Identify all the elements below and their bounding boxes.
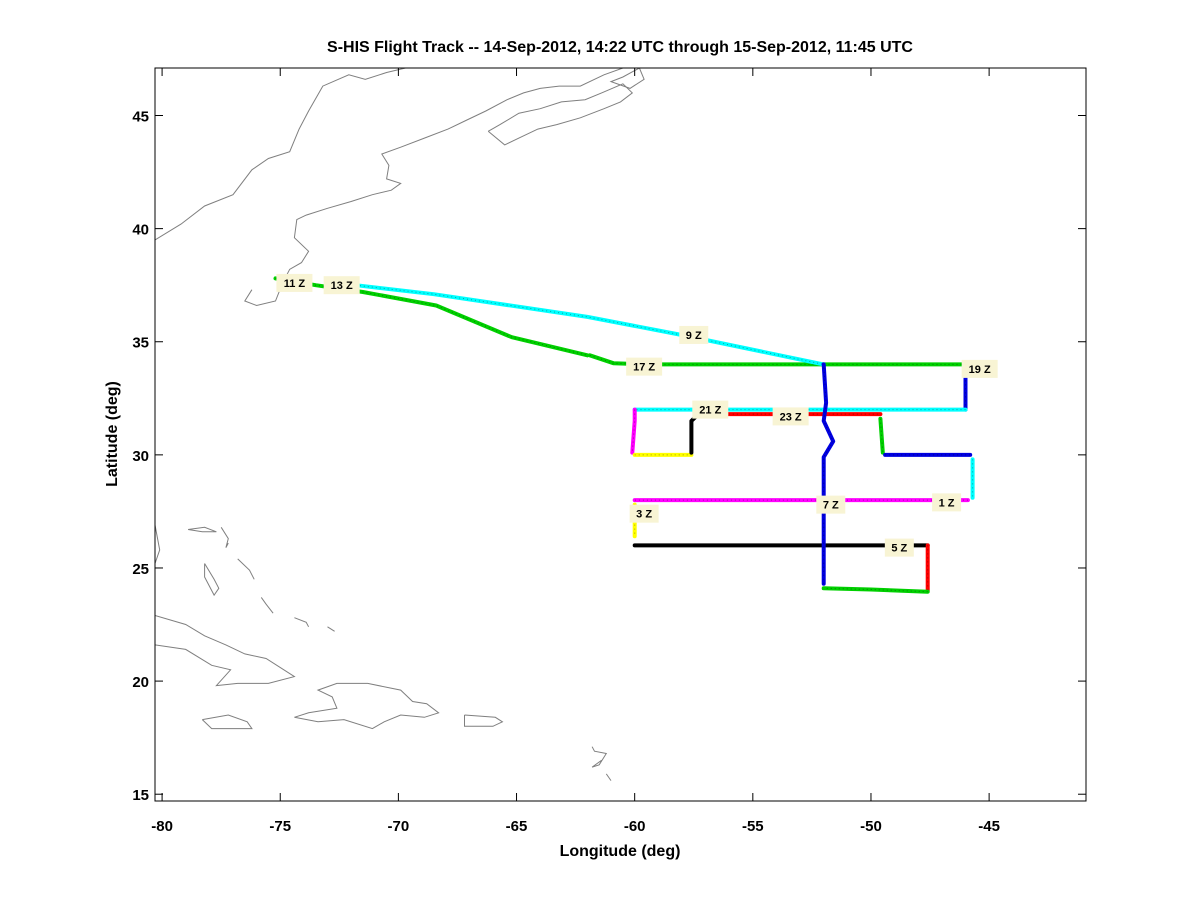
- coastline-10: [294, 617, 310, 628]
- hour-label-text: 13 Z: [331, 280, 353, 292]
- x-tick-label: -75: [269, 818, 291, 835]
- hour-label-text: 23 Z: [780, 411, 802, 423]
- hour-label-box: [629, 504, 659, 523]
- hour-label: 21 Z: [692, 400, 729, 419]
- hour-label: 23 Z: [772, 407, 809, 426]
- axes-box: [154, 67, 1087, 802]
- hour-label: 7 Z: [816, 495, 846, 514]
- hour-label-text: 1 Z: [939, 497, 955, 509]
- coastline-2: [487, 83, 634, 146]
- coastline-3: [609, 68, 645, 89]
- hour-label-text: 21 Z: [699, 405, 721, 417]
- hour-label-box: [626, 357, 663, 376]
- hour-label-box: [692, 400, 729, 419]
- y-tick-label: 35: [132, 335, 149, 352]
- x-tick-label: -45: [978, 818, 1000, 835]
- y-tick-label: 25: [132, 561, 149, 578]
- y-tick-label: 15: [132, 787, 149, 804]
- x-tick-label: -60: [624, 818, 646, 835]
- coastline-15: [464, 714, 504, 727]
- x-tick-label: -70: [388, 818, 410, 835]
- y-tick-label: 30: [132, 448, 149, 465]
- hour-label: 5 Z: [884, 538, 914, 557]
- track-segment-16: [821, 586, 930, 594]
- coastline-6: [220, 527, 229, 548]
- hour-label-box: [323, 276, 360, 295]
- coastline-4: [155, 524, 161, 564]
- hour-label-box: [932, 493, 962, 512]
- hour-label: 1 Z: [932, 493, 962, 512]
- coastline-9: [260, 597, 274, 614]
- hour-label-box: [772, 407, 809, 426]
- track-segment-dots-2: [355, 284, 824, 365]
- x-axis-ticks: -80 -75 -70 -65 -60 -55 -50 -45: [151, 68, 1000, 835]
- coastline-1: [244, 68, 624, 307]
- hour-label-text: 11 Z: [284, 278, 306, 290]
- hour-label-text: 7 Z: [823, 500, 839, 512]
- coastline-17: [605, 773, 612, 781]
- hour-label-box: [961, 359, 998, 378]
- coastline-12: [155, 615, 296, 687]
- coastline-7: [204, 563, 220, 597]
- y-axis-label: Latitude (deg): [104, 381, 121, 487]
- chart-title: S-HIS Flight Track -- 14-Sep-2012, 14:22…: [327, 39, 913, 56]
- track-segment-17: [821, 362, 836, 586]
- hour-label-box: [679, 325, 709, 344]
- coastline-5: [188, 526, 217, 533]
- hour-label: 9 Z: [679, 325, 709, 344]
- hour-label-text: 17 Z: [633, 362, 655, 374]
- x-tick-label: -80: [151, 818, 173, 835]
- hour-label: 3 Z: [629, 504, 659, 523]
- x-tick-label: -65: [506, 818, 528, 835]
- hour-label: 11 Z: [276, 273, 313, 292]
- hour-label: 19 Z: [961, 359, 998, 378]
- x-tick-label: -50: [860, 818, 882, 835]
- hour-label-text: 19 Z: [969, 364, 991, 376]
- track-segment-2: [353, 283, 826, 367]
- coastline-11: [327, 626, 335, 632]
- track-segment-dots-9: [879, 418, 884, 453]
- track-segment-dots-5: [631, 409, 636, 453]
- y-axis-ticks: 15 20 25 30 35 40 45: [132, 109, 1086, 804]
- hour-label-box: [816, 495, 846, 514]
- hour-label: 17 Z: [626, 357, 663, 376]
- track-segment-dots-16: [823, 587, 928, 593]
- coastline-14: [294, 682, 440, 730]
- track-segment-9: [878, 416, 885, 455]
- y-tick-label: 45: [132, 109, 149, 126]
- coastline-16: [591, 746, 608, 768]
- track-segment-5: [630, 407, 637, 455]
- hour-label-text: 3 Z: [636, 509, 652, 521]
- coastline-13: [201, 714, 253, 730]
- hour-label: 13 Z: [323, 276, 360, 295]
- hour-label-box: [884, 538, 914, 557]
- y-tick-label: 20: [132, 674, 149, 691]
- coastline-0: [155, 68, 406, 241]
- hour-label-box: [276, 273, 313, 292]
- hour-label-layer: 11 Z 13 Z 9 Z 17 Z 19 Z 21 Z 23 Z 7 Z 1 Z 3 Z 5 Z: [276, 273, 998, 557]
- y-tick-label: 40: [132, 222, 149, 239]
- x-tick-label: -55: [742, 818, 764, 835]
- x-axis-label: Longitude (deg): [560, 843, 681, 860]
- track-segment-dots-1: [589, 354, 968, 365]
- hour-label-text: 5 Z: [891, 543, 907, 555]
- plot-area: [155, 68, 1086, 801]
- coastline-layer: [155, 68, 645, 781]
- hour-label-text: 9 Z: [686, 330, 702, 342]
- coastline-8: [237, 558, 255, 580]
